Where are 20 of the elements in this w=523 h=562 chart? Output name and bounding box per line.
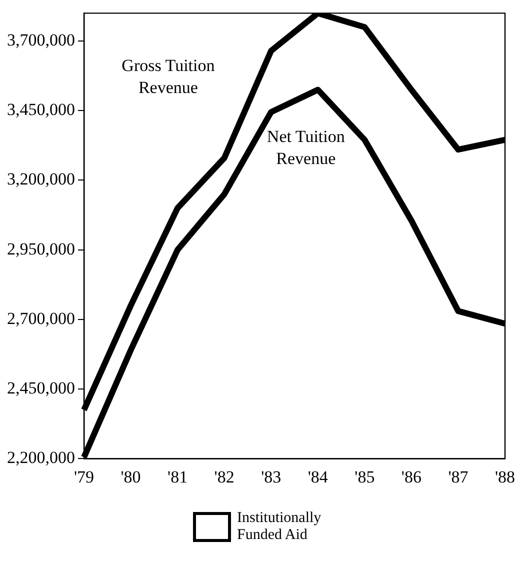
text: Institutionally Funded Aid	[237, 510, 322, 544]
x-tick-label: '80	[120, 467, 141, 486]
y-tick-label: 2,950,000	[7, 239, 75, 258]
x-tick-label: '82	[214, 467, 234, 486]
y-tick-label: 3,450,000	[7, 100, 75, 120]
x-tick-label: '88	[494, 467, 516, 486]
x-tick-label: '81	[168, 467, 188, 486]
y-tick-label: 2,200,000	[7, 448, 75, 468]
y-tick-label: 3,700,000	[7, 30, 75, 50]
x-tick-label: '83	[261, 467, 282, 486]
y-tick-label: 2,450,000	[7, 378, 75, 398]
x-tick-label: '85	[354, 467, 375, 486]
x-tick-label: '84	[308, 467, 328, 486]
series-label: Net Tuition Revenue	[266, 126, 346, 168]
y-tick-label: 3,200,000	[7, 170, 75, 189]
x-tick-label: '87	[448, 467, 469, 486]
series-label: Gross Tuition Revenue	[122, 56, 216, 98]
y-tick-label: 2,700,000	[7, 308, 75, 328]
x-tick-label: '86	[401, 467, 422, 486]
x-tick-label: '79	[74, 467, 94, 486]
